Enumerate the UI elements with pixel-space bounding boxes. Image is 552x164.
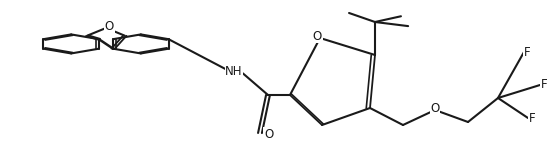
Text: NH: NH xyxy=(225,65,243,79)
Text: O: O xyxy=(312,30,322,42)
Text: F: F xyxy=(540,79,547,92)
Text: O: O xyxy=(431,102,439,115)
Text: O: O xyxy=(264,128,273,141)
Text: F: F xyxy=(529,112,535,124)
Text: F: F xyxy=(523,45,530,59)
Text: O: O xyxy=(105,20,114,33)
